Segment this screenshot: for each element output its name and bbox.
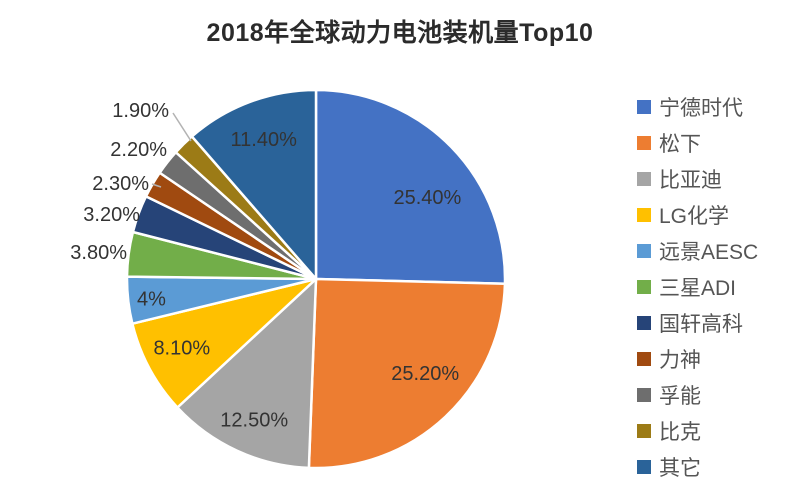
legend-item-10: 其它 bbox=[637, 449, 758, 485]
slice-label-5: 3.80% bbox=[70, 242, 127, 264]
legend-swatch-icon bbox=[637, 172, 651, 186]
leader-line-7 bbox=[151, 183, 162, 188]
legend-label: 比克 bbox=[659, 421, 701, 444]
legend-swatch-icon bbox=[637, 388, 651, 402]
legend-label: 比亚迪 bbox=[659, 169, 722, 192]
slice-label-1: 25.20% bbox=[391, 363, 459, 385]
legend-label: LG化学 bbox=[659, 205, 730, 228]
legend-swatch-icon bbox=[637, 100, 651, 114]
slice-label-4: 4% bbox=[137, 288, 166, 310]
slice-label-0: 25.40% bbox=[393, 187, 461, 209]
slice-label-2: 12.50% bbox=[220, 410, 288, 432]
legend-item-9: 比克 bbox=[637, 413, 758, 449]
slice-label-10: 11.40% bbox=[231, 129, 298, 151]
legend-swatch-icon bbox=[637, 136, 651, 150]
slice-label-8: 2.20% bbox=[110, 139, 167, 161]
legend-item-5: 三星ADI bbox=[637, 269, 758, 305]
legend-label: 远景AESC bbox=[659, 241, 759, 264]
slice-label-3: 8.10% bbox=[153, 338, 210, 360]
legend-swatch-icon bbox=[637, 424, 651, 438]
legend-label: 三星ADI bbox=[659, 277, 737, 300]
legend-label: 力神 bbox=[659, 349, 701, 372]
slice-label-6: 3.20% bbox=[83, 204, 140, 226]
legend-swatch-icon bbox=[637, 460, 651, 474]
legend-swatch-icon bbox=[637, 280, 651, 294]
pie-slice-2 bbox=[176, 277, 318, 470]
pie-slice-3 bbox=[131, 277, 318, 409]
legend-label: 孚能 bbox=[659, 385, 701, 408]
slice-label-7: 2.30% bbox=[92, 173, 149, 195]
legend-label: 其它 bbox=[659, 457, 701, 480]
legend-swatch-icon bbox=[637, 316, 651, 330]
legend-item-1: 松下 bbox=[637, 125, 758, 161]
legend-item-3: LG化学 bbox=[637, 197, 758, 233]
pie-slice-0 bbox=[314, 88, 507, 285]
legend-label: 国轩高科 bbox=[659, 313, 743, 336]
legend-swatch-icon bbox=[637, 352, 651, 366]
legend-item-6: 国轩高科 bbox=[637, 305, 758, 341]
pie-slice-1 bbox=[307, 277, 507, 470]
legend-item-2: 比亚迪 bbox=[637, 161, 758, 197]
legend-item-0: 宁德时代 bbox=[637, 89, 758, 125]
slice-label-9: 1.90% bbox=[112, 100, 169, 122]
pie-slice-10 bbox=[190, 88, 318, 281]
chart-title: 2018年全球动力电池装机量Top10 bbox=[206, 19, 594, 47]
legend-item-4: 远景AESC bbox=[637, 233, 758, 269]
legend-label: 松下 bbox=[659, 133, 701, 156]
legend-swatch-icon bbox=[637, 244, 651, 258]
legend-swatch-icon bbox=[637, 208, 651, 222]
legend-item-7: 力神 bbox=[637, 341, 758, 377]
leader-line-9 bbox=[172, 112, 192, 142]
legend-label: 宁德时代 bbox=[659, 97, 743, 120]
legend-item-8: 孚能 bbox=[637, 377, 758, 413]
legend: 宁德时代松下比亚迪 LG化学远景AESC 三星ADI 国轩高科力神孚能比克其它 bbox=[637, 89, 758, 485]
